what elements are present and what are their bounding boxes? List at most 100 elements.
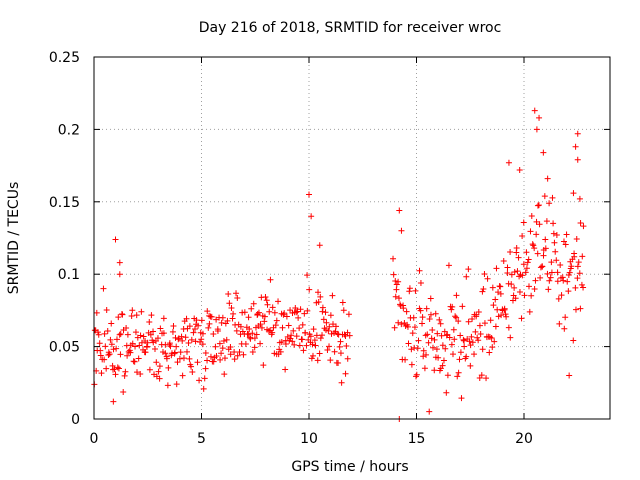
data-point (391, 324, 398, 331)
data-point (113, 345, 120, 352)
data-point (98, 370, 105, 377)
data-point (169, 328, 176, 335)
data-point (452, 313, 459, 320)
data-point (113, 336, 120, 343)
data-point (420, 353, 427, 360)
data-point (400, 305, 407, 312)
data-point (170, 322, 177, 329)
data-point (574, 156, 581, 163)
data-point (144, 343, 151, 350)
x-tick-label: 10 (300, 431, 318, 447)
data-point (166, 340, 173, 347)
data-point (128, 312, 135, 319)
data-point (479, 288, 486, 295)
data-point (116, 331, 123, 338)
data-point (455, 318, 462, 325)
data-point (548, 269, 555, 276)
data-point (336, 343, 343, 350)
data-point (269, 304, 276, 311)
data-point (497, 290, 504, 297)
data-point (463, 353, 470, 360)
data-point (110, 346, 117, 353)
data-point (308, 355, 315, 362)
data-point (552, 248, 559, 255)
data-point (147, 331, 154, 338)
data-point (219, 345, 226, 352)
y-tick-label: 0 (71, 412, 80, 428)
data-point (458, 395, 465, 402)
data-point (231, 348, 238, 355)
data-point (477, 331, 484, 338)
data-point (317, 293, 324, 300)
data-point (469, 339, 476, 346)
data-point (531, 107, 538, 114)
data-point (327, 312, 334, 319)
data-point (306, 286, 313, 293)
data-point (531, 245, 538, 252)
data-point (480, 286, 487, 293)
data-point (523, 249, 530, 256)
grid (94, 57, 610, 419)
data-point (571, 253, 578, 260)
data-point (182, 334, 189, 341)
data-point (116, 271, 123, 278)
data-point (293, 309, 300, 316)
data-point (483, 375, 490, 382)
data-point (327, 357, 334, 364)
data-point (308, 213, 315, 220)
data-point (245, 314, 252, 321)
data-point (448, 341, 455, 348)
data-point (188, 363, 195, 370)
data-point (164, 382, 171, 389)
data-point (337, 338, 344, 345)
data-point (131, 358, 138, 365)
data-point (521, 292, 528, 299)
data-point (234, 295, 241, 302)
data-point (278, 338, 285, 345)
data-point (319, 332, 326, 339)
data-point (231, 356, 238, 363)
data-point (516, 166, 523, 173)
y-tick-label: 0.05 (49, 340, 80, 356)
data-point (106, 351, 113, 358)
data-point (508, 281, 515, 288)
data-point (103, 365, 110, 372)
data-point (415, 337, 422, 344)
data-point (267, 276, 274, 283)
data-point (501, 305, 508, 312)
data-point (560, 277, 567, 284)
data-point (292, 304, 299, 311)
data-point (443, 389, 450, 396)
data-point (112, 236, 119, 243)
data-point (192, 338, 199, 345)
data-point (473, 311, 480, 318)
data-point (269, 329, 276, 336)
data-point (320, 316, 327, 323)
data-point (271, 309, 278, 316)
data-point (572, 306, 579, 313)
data-point (179, 337, 186, 344)
data-point (283, 313, 290, 320)
data-point (502, 311, 509, 318)
data-point (393, 281, 400, 288)
data-point (117, 351, 124, 358)
data-point (570, 337, 577, 344)
data-point (108, 320, 115, 327)
data-point (481, 270, 488, 277)
data-point (577, 305, 584, 312)
data-point (306, 191, 312, 198)
data-point (205, 324, 212, 331)
data-point (514, 268, 521, 275)
data-point (428, 335, 435, 342)
data-point (544, 175, 551, 182)
data-point (390, 255, 397, 262)
data-point (562, 241, 569, 248)
data-point (137, 370, 144, 377)
data-point (530, 242, 537, 249)
data-point (544, 270, 551, 277)
data-point (574, 263, 581, 270)
data-point (445, 262, 452, 269)
data-point (116, 259, 123, 266)
data-point (216, 340, 223, 347)
